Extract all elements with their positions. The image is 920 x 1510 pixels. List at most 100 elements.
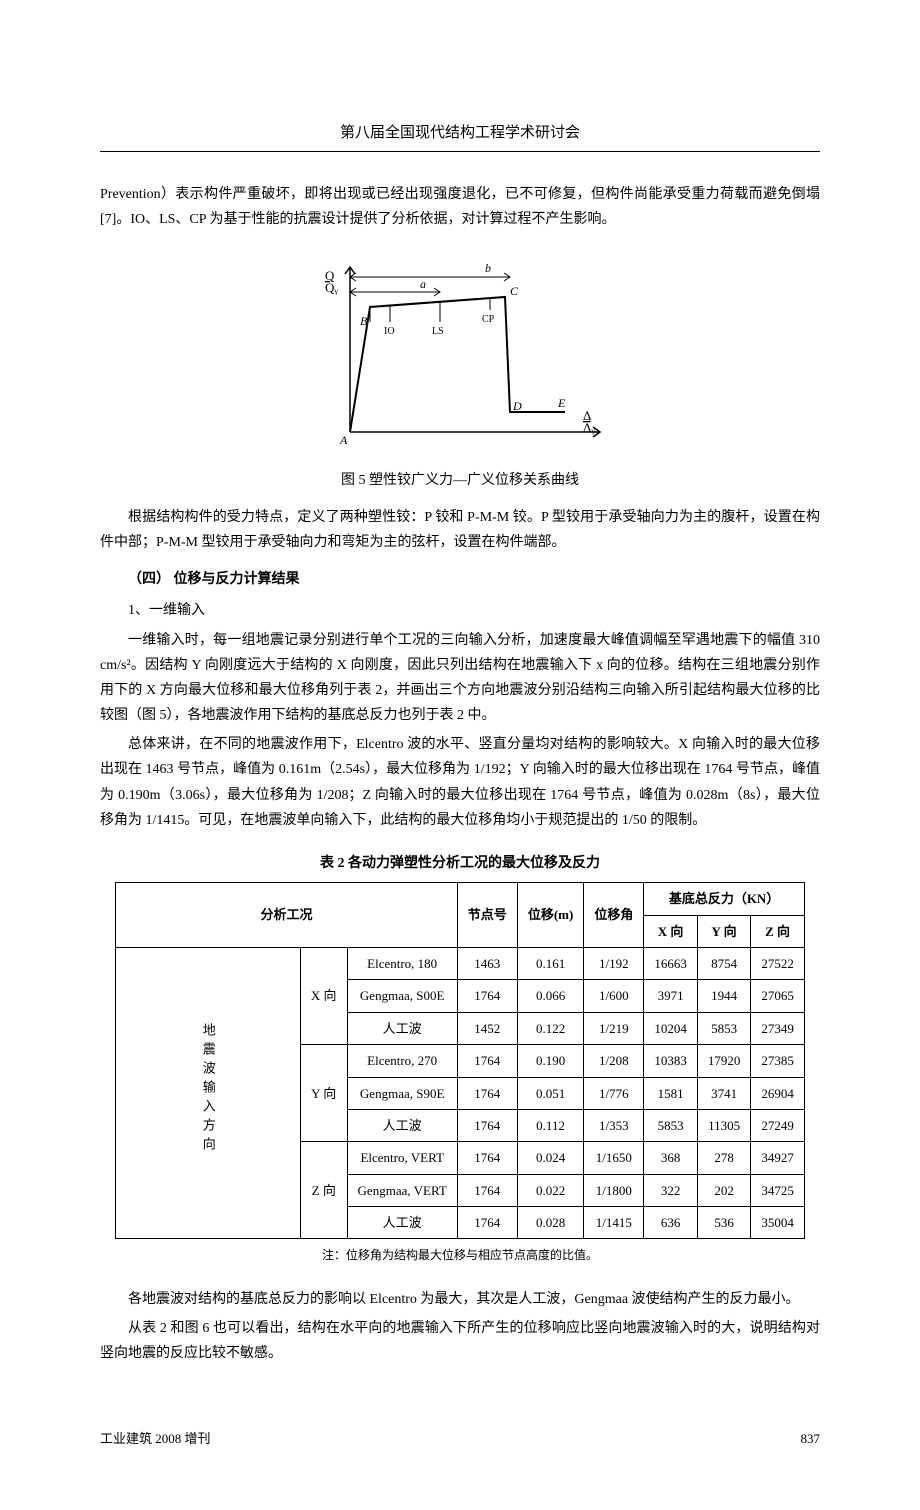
cell: 3741	[697, 1077, 751, 1109]
label-C: C	[510, 284, 519, 298]
cell: 536	[697, 1207, 751, 1239]
cell: 35004	[751, 1207, 805, 1239]
cell: 1764	[457, 980, 517, 1012]
table-2-title: 表 2 各动力弹塑性分析工况的最大位移及反力	[100, 851, 820, 876]
footer-left: 工业建筑 2008 增刊	[100, 1427, 211, 1450]
cell: 5853	[644, 1109, 698, 1141]
x-axis-label: Δ Δᵧ	[583, 408, 595, 436]
cell: 1764	[457, 1174, 517, 1206]
cell: 27065	[751, 980, 805, 1012]
section-4-title: （四） 位移与反力计算结果	[100, 567, 820, 592]
paragraph-vertical-insensitive: 从表 2 和图 6 也可以看出，结构在水平向的地震输入下所产生的位移响应比竖向地…	[100, 1316, 820, 1366]
cell: 1/1650	[584, 1142, 644, 1174]
table-2-note: 注：位移角为结构最大位移与相应节点高度的比值。	[100, 1245, 820, 1267]
cell: Gengmaa, S90E	[347, 1077, 457, 1109]
cell: 0.190	[517, 1045, 584, 1077]
cell: 10383	[644, 1045, 698, 1077]
label-ls: LS	[432, 326, 444, 337]
cell: Gengmaa, S00E	[347, 980, 457, 1012]
th-ry: Y 向	[697, 915, 751, 947]
paragraph-reaction-compare: 各地震波对结构的基底总反力的影响以 Elcentro 为最大，其次是人工波，Ge…	[100, 1287, 820, 1312]
cell: 636	[644, 1207, 698, 1239]
label-D: D	[512, 399, 522, 413]
cell: Elcentro, 180	[347, 947, 457, 979]
cell: 0.022	[517, 1174, 584, 1206]
cell: 1764	[457, 1109, 517, 1141]
cell: 0.051	[517, 1077, 584, 1109]
th-disp: 位移(m)	[517, 883, 584, 948]
cell: 1/600	[584, 980, 644, 1012]
cell: 1764	[457, 1142, 517, 1174]
cell: 1463	[457, 947, 517, 979]
page-footer: 工业建筑 2008 增刊 837	[100, 1427, 820, 1450]
cell: 11305	[697, 1109, 751, 1141]
cell: 0.161	[517, 947, 584, 979]
cell: 人工波	[347, 1012, 457, 1044]
cell: Elcentro, 270	[347, 1045, 457, 1077]
cell: 16663	[644, 947, 698, 979]
cell: 0.122	[517, 1012, 584, 1044]
label-E: E	[557, 396, 566, 410]
cell: 0.066	[517, 980, 584, 1012]
cell: 1/219	[584, 1012, 644, 1044]
th-rx: X 向	[644, 915, 698, 947]
cell: Elcentro, VERT	[347, 1142, 457, 1174]
cell: 人工波	[347, 1207, 457, 1239]
cell: 1764	[457, 1207, 517, 1239]
cell: 27349	[751, 1012, 805, 1044]
cell: 34725	[751, 1174, 805, 1206]
cell: 5853	[697, 1012, 751, 1044]
cell: 8754	[697, 947, 751, 979]
cell: 人工波	[347, 1109, 457, 1141]
cell: 27249	[751, 1109, 805, 1141]
label-A: A	[339, 433, 348, 447]
cell: 278	[697, 1142, 751, 1174]
cell: 0.024	[517, 1142, 584, 1174]
th-angle: 位移角	[584, 883, 644, 948]
cell: 368	[644, 1142, 698, 1174]
cell: 10204	[644, 1012, 698, 1044]
paragraph-1d-desc: 一维输入时，每一组地震记录分别进行单个工况的三向输入分析，加速度最大峰值调幅至罕…	[100, 628, 820, 729]
label-a: a	[420, 277, 426, 291]
cell: 1/353	[584, 1109, 644, 1141]
figure-5-container: b a IO LS CP A B C D E Q Qᵧ Δ Δᵧ 图 5 塑性铰…	[100, 252, 820, 492]
cell: 202	[697, 1174, 751, 1206]
label-B: B	[360, 314, 368, 328]
th-case: 分析工况	[116, 883, 458, 948]
cell: 1944	[697, 980, 751, 1012]
label-cp: CP	[482, 314, 495, 325]
cell: 1581	[644, 1077, 698, 1109]
cell: 1/192	[584, 947, 644, 979]
cell: 1/1415	[584, 1207, 644, 1239]
cell: 0.028	[517, 1207, 584, 1239]
cell: 26904	[751, 1077, 805, 1109]
label-b: b	[485, 261, 491, 275]
page-header-title: 第八届全国现代结构工程学术研讨会	[100, 120, 820, 152]
cell: 0.112	[517, 1109, 584, 1141]
item-1d-input: 1、一维输入	[100, 598, 820, 623]
table-row: 地震波输入方向 X 向 Elcentro, 180 1463 0.161 1/1…	[116, 947, 805, 979]
th-node: 节点号	[457, 883, 517, 948]
intro-paragraph: Prevention）表示构件严重破坏，即将出现或已经出现强度退化，已不可修复，…	[100, 182, 820, 232]
figure-5-caption: 图 5 塑性铰广义力—广义位移关系曲线	[100, 468, 820, 493]
th-rz: Z 向	[751, 915, 805, 947]
label-io: IO	[384, 326, 395, 337]
paragraph-hinge-types: 根据结构构件的受力特点，定义了两种塑性铰：P 铰和 P-M-M 铰。P 型铰用于…	[100, 505, 820, 555]
cell: 1/776	[584, 1077, 644, 1109]
cell: 27522	[751, 947, 805, 979]
cell: 1/208	[584, 1045, 644, 1077]
cell: 27385	[751, 1045, 805, 1077]
paragraph-summary: 总体来讲，在不同的地震波作用下，Elcentro 波的水平、竖直分量均对结构的影…	[100, 732, 820, 833]
dir-x-cell: X 向	[300, 947, 347, 1044]
cell: 17920	[697, 1045, 751, 1077]
dir-z-cell: Z 向	[300, 1142, 347, 1239]
cell: 3971	[644, 980, 698, 1012]
figure-5-svg: b a IO LS CP A B C D E Q Qᵧ Δ Δᵧ	[310, 252, 610, 452]
cell: 34927	[751, 1142, 805, 1174]
cell: 322	[644, 1174, 698, 1206]
cell: Gengmaa, VERT	[347, 1174, 457, 1206]
cell: 1764	[457, 1045, 517, 1077]
row-group-cell: 地震波输入方向	[116, 947, 301, 1239]
y-axis-label: Q Qᵧ	[325, 268, 338, 296]
th-reaction: 基底总反力（KN）	[644, 883, 805, 915]
